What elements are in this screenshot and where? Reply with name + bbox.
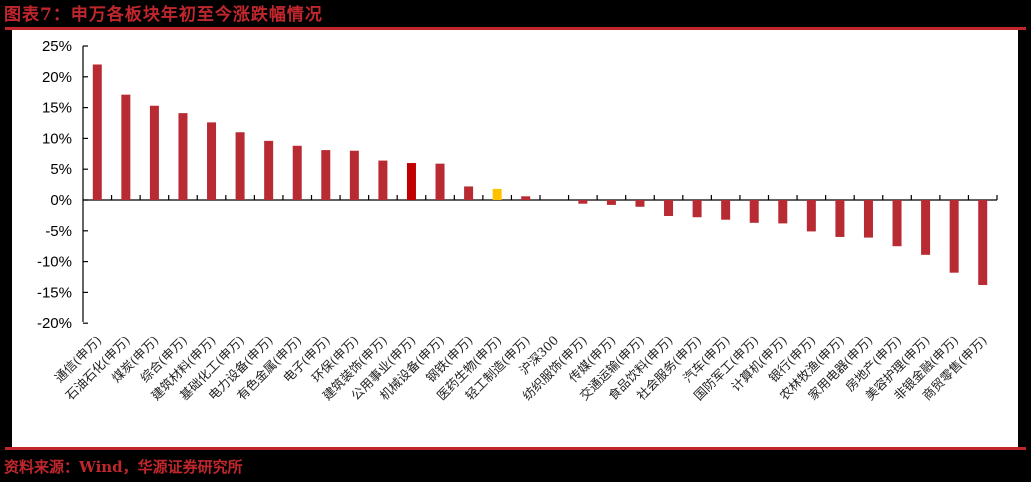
bar: [606, 200, 616, 205]
bottom-divider: [5, 447, 1026, 450]
bar: [121, 94, 131, 200]
bar: [921, 200, 931, 255]
bar: [778, 200, 788, 224]
bar: [978, 200, 988, 286]
bar: [521, 196, 531, 200]
y-tick-label: -15%: [37, 284, 72, 301]
y-tick-label: 0%: [50, 192, 72, 209]
bar: [578, 200, 588, 204]
bar: [806, 200, 816, 232]
bar: [863, 200, 873, 238]
bar: [749, 200, 759, 223]
bar: [464, 186, 474, 200]
y-tick-label: -20%: [37, 315, 72, 332]
bar: [435, 163, 445, 200]
bar: [207, 122, 217, 200]
bar: [378, 160, 388, 200]
bar: [235, 132, 245, 200]
source-note: 资料来源：Wind，华源证券研究所: [4, 458, 243, 476]
y-tick-label: 5%: [50, 161, 72, 178]
bar: [835, 200, 845, 237]
bar: [664, 200, 674, 217]
bar: [692, 200, 702, 218]
chart-panel: [12, 30, 1018, 447]
bar: [406, 163, 416, 200]
bar: [892, 200, 902, 247]
y-tick-label: 25%: [42, 38, 72, 55]
y-tick-label: -5%: [45, 223, 72, 240]
bar: [349, 150, 359, 200]
y-tick-label: 10%: [42, 130, 72, 147]
bar: [949, 200, 959, 273]
chart-title: 图表7：申万各板块年初至今涨跌幅情况: [4, 5, 323, 25]
bar: [178, 113, 188, 200]
top-divider: [5, 27, 1026, 30]
bar: [292, 145, 302, 200]
bar: [635, 200, 645, 207]
bar: [92, 64, 102, 200]
y-tick-label: -10%: [37, 254, 72, 271]
bar: [321, 150, 331, 200]
y-tick-label: 15%: [42, 100, 72, 117]
bar: [149, 105, 159, 200]
y-tick-label: 20%: [42, 69, 72, 86]
bar: [721, 200, 731, 220]
bar: [492, 188, 502, 200]
bar: [264, 140, 274, 200]
